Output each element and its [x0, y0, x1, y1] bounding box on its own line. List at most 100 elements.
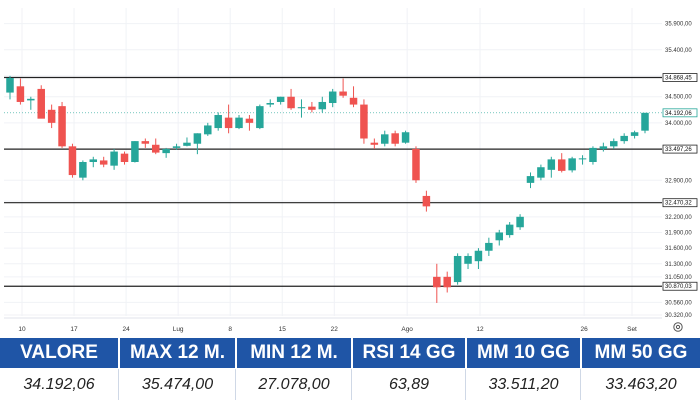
- price-chart: 10 17 24 Lug 8 15 22 Ago 12 26 Set 35.900,00 35.400,…: [4, 8, 698, 333]
- candlestick-chart: 10 17 24 Lug 8 15 22 Ago 12 26 Set 35.900,00 35.400,…: [4, 8, 698, 333]
- y-tick-label: 34.500,00: [665, 95, 692, 101]
- x-tick-label: Lug: [173, 326, 184, 333]
- stat-column-mm50: MM 50 GG 33.463,20: [582, 338, 700, 400]
- stat-column-min: MIN 12 M. 27.078,00: [237, 338, 351, 400]
- candle-up: [235, 117, 243, 129]
- y-tick-label: 31.300,00: [665, 262, 692, 268]
- candle-up: [537, 167, 545, 178]
- candle-down: [37, 88, 45, 119]
- candle-up: [79, 162, 87, 178]
- x-tick-label: Ago: [401, 326, 413, 333]
- y-tick-label: 30.320,00: [665, 313, 692, 319]
- candle-up: [131, 141, 139, 162]
- candle-up: [204, 125, 212, 135]
- candle-up: [610, 141, 618, 147]
- x-tick-label: 24: [122, 326, 130, 333]
- x-tick-label: 10: [18, 326, 26, 333]
- candle-up: [599, 146, 608, 149]
- candle-up: [453, 255, 462, 283]
- level-tag-label: 30.870,03: [665, 284, 692, 290]
- stat-header-valore: VALORE: [0, 338, 118, 368]
- candle-up: [27, 98, 35, 101]
- stat-header-mm10: MM 10 GG: [467, 338, 580, 368]
- candle-up: [641, 112, 649, 131]
- last-price-tag: [662, 108, 698, 118]
- candle-up: [474, 250, 483, 262]
- stats-table: VALORE 34.192,06 MAX 12 M. 35.474,00 MIN…: [0, 338, 700, 400]
- table-divider: [580, 369, 581, 400]
- candle-up: [318, 101, 327, 110]
- y-tick-label: 34.000,00: [665, 121, 692, 127]
- candle-down: [412, 148, 420, 181]
- candle-down: [224, 117, 233, 129]
- candle-up: [578, 158, 587, 160]
- candle-down: [349, 97, 358, 105]
- stat-header-mm50: MM 50 GG: [582, 338, 700, 368]
- candle-up: [162, 148, 170, 154]
- candle-up: [505, 224, 514, 236]
- stat-header-max: MAX 12 M.: [120, 338, 235, 368]
- stat-value-valore: 34.192,06: [0, 369, 118, 400]
- y-tick-label: 32.900,00: [665, 178, 692, 184]
- y-tick-label: 32.200,00: [665, 215, 692, 221]
- x-tick-label: 15: [279, 326, 287, 333]
- x-tick-label: 8: [228, 326, 232, 333]
- candle-down: [141, 141, 150, 144]
- stat-column-mm10: MM 10 GG 33.511,20: [467, 338, 580, 400]
- level-tag: [662, 144, 698, 154]
- candle-up: [526, 176, 535, 183]
- candle-down: [58, 106, 66, 147]
- candle-up: [6, 77, 14, 93]
- candle-down: [391, 133, 399, 144]
- candle-up: [589, 147, 597, 162]
- stat-value-mm10: 33.511,20: [467, 369, 580, 400]
- candle-up: [266, 103, 274, 105]
- table-divider: [235, 369, 236, 400]
- y-tick-label: 30.560,00: [665, 300, 692, 306]
- candle-up: [630, 132, 639, 136]
- gear-icon: [673, 322, 683, 332]
- candle-up: [110, 151, 118, 166]
- candle-up: [620, 135, 628, 142]
- stat-value-rsi: 63,89: [353, 369, 465, 400]
- table-divider: [465, 369, 466, 400]
- level-tag-label: 32.470,32: [665, 201, 692, 207]
- candle-down: [433, 276, 441, 288]
- table-divider: [118, 369, 119, 400]
- stat-header-rsi: RSI 14 GG: [353, 338, 465, 368]
- level-tag: [662, 281, 698, 291]
- x-tick-label: 26: [581, 326, 589, 333]
- candle-up: [214, 115, 222, 129]
- candle-up: [485, 242, 493, 251]
- stat-value-max: 35.474,00: [120, 369, 235, 400]
- x-tick-label: Set: [627, 326, 637, 333]
- candle-up: [89, 159, 98, 162]
- candle-up: [183, 142, 191, 146]
- stat-value-mm50: 33.463,20: [582, 369, 700, 400]
- stat-value-min: 27.078,00: [237, 369, 351, 400]
- candle-down: [339, 91, 347, 96]
- candle-up: [495, 232, 504, 241]
- y-tick-label: 35.400,00: [665, 48, 692, 54]
- last-price-tag-label: 34.192,06: [665, 111, 692, 117]
- candle-down: [68, 146, 77, 176]
- chart-settings-button[interactable]: [672, 320, 684, 332]
- candle-down: [360, 104, 368, 139]
- x-tick-label: 17: [70, 326, 78, 333]
- level-tag-label: 33.497,26: [665, 147, 692, 153]
- table-divider: [351, 369, 352, 400]
- x-tick-label: 12: [476, 326, 484, 333]
- stat-column-rsi: RSI 14 GG 63,89: [353, 338, 465, 400]
- candle-up: [381, 134, 389, 144]
- candle-down: [287, 96, 295, 109]
- level-tag: [662, 198, 698, 208]
- candle-down: [120, 153, 129, 162]
- y-tick-label: 31.900,00: [665, 230, 692, 236]
- x-tick-label: 22: [331, 326, 339, 333]
- level-tag-label: 34.868,45: [665, 76, 692, 82]
- candle-down: [370, 142, 379, 145]
- candle-down: [245, 118, 254, 123]
- stat-column-valore: VALORE 34.192,06: [0, 338, 118, 400]
- level-tag: [662, 73, 698, 82]
- stat-header-min: MIN 12 M.: [237, 338, 351, 368]
